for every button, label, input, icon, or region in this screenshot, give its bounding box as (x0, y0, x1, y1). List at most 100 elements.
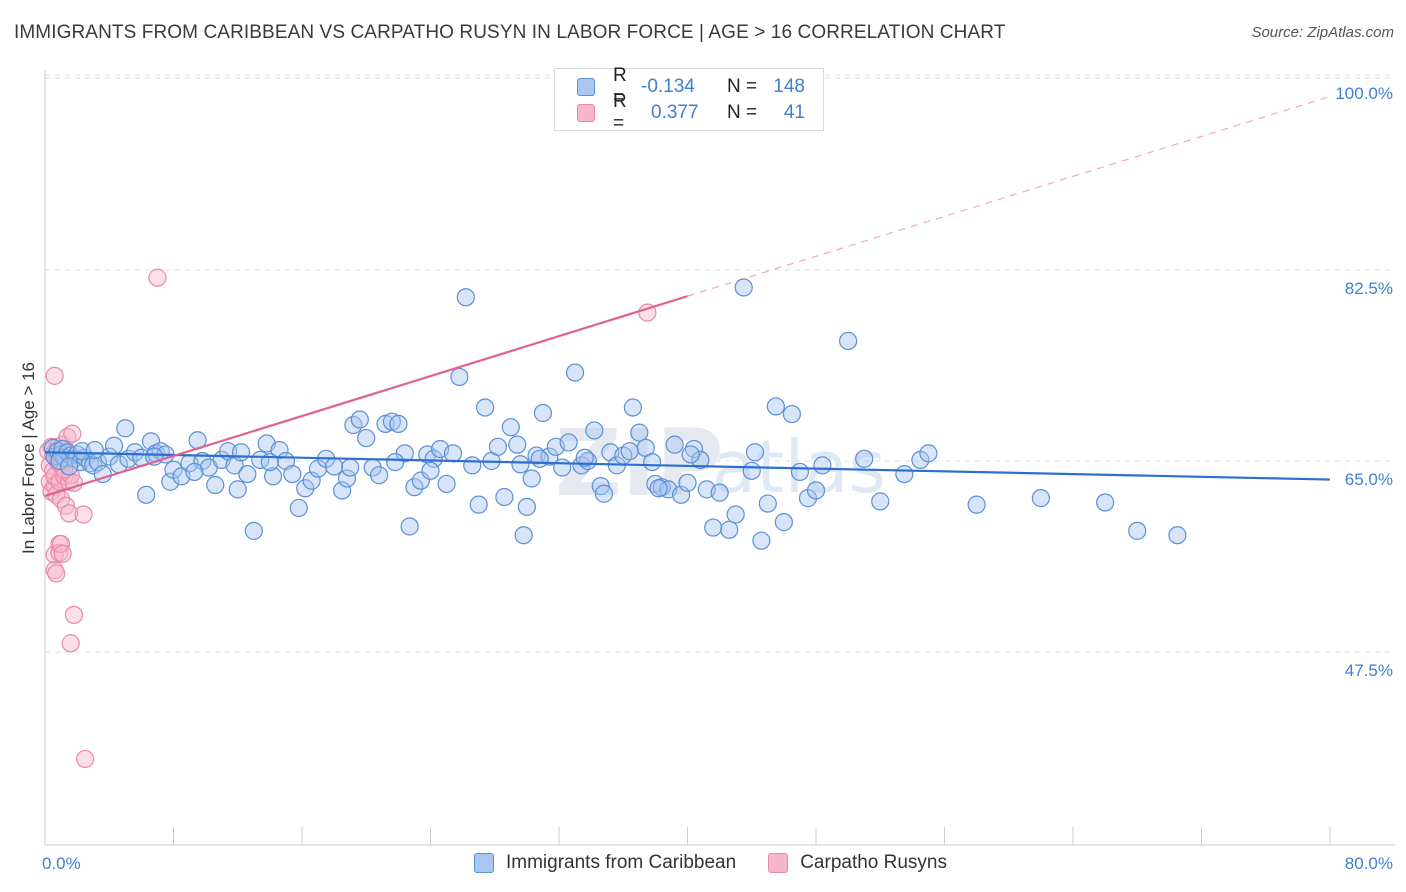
series-legend: Immigrants from Caribbean Carpatho Rusyn… (474, 852, 979, 874)
trend-line-caribbean (44, 451, 1331, 481)
blue-point (678, 473, 697, 492)
blue-point (476, 398, 495, 417)
blue-point (333, 481, 352, 500)
pink-point (61, 634, 80, 653)
blue-point (774, 513, 793, 532)
blue-point (530, 449, 549, 468)
blue-point (1168, 526, 1187, 545)
pink-point (63, 424, 82, 443)
legend-swatch-pink (768, 853, 789, 873)
trend-line-carpatho-extension (687, 95, 1331, 297)
pink-point (58, 427, 77, 447)
legend-swatch-pink (577, 104, 595, 122)
blue-point (649, 479, 668, 498)
blue-point (411, 471, 430, 490)
legend-label-carpatho: Carpatho Rusyns (800, 852, 947, 873)
blue-point (59, 457, 79, 476)
blue-point (206, 475, 225, 495)
legend-n-value: 148 (773, 76, 805, 97)
blue-point (511, 455, 530, 474)
correlation-legend: R = -0.134 N = 148 R = 0.377 N = 41 (554, 65, 824, 134)
legend-item-caribbean[interactable]: Immigrants from Caribbean (474, 852, 736, 874)
blue-point (871, 492, 890, 511)
blue-point (350, 410, 369, 429)
source-label: Source: ZipAtlas.com (1251, 24, 1394, 41)
blue-point (1128, 521, 1147, 540)
blue-point (745, 443, 765, 462)
legend-r-label: R = (613, 65, 627, 108)
blue-point (463, 456, 482, 475)
x-tick-label: 80.0% (1345, 854, 1393, 873)
legend-item-carpatho[interactable]: Carpatho Rusyns (768, 852, 947, 874)
blue-point (720, 520, 739, 539)
legend-r-value: 0.377 (651, 102, 699, 123)
blue-point (116, 419, 135, 438)
blue-point (228, 480, 247, 499)
blue-point (405, 478, 424, 497)
blue-point (681, 445, 700, 464)
blue-point (443, 444, 463, 463)
blue-point (522, 469, 541, 488)
blue-point (296, 479, 315, 498)
blue-point (710, 483, 729, 502)
legend-swatch-blue (474, 853, 494, 873)
legend-n-value: 41 (783, 102, 805, 123)
blue-point (437, 474, 456, 494)
blue-point (553, 458, 572, 477)
y-tick-label: 82.5% (1345, 279, 1393, 298)
blue-point (1031, 489, 1050, 508)
blue-point (185, 462, 204, 482)
blue-point (620, 442, 639, 461)
blue-point (630, 423, 649, 442)
pink-point (64, 605, 84, 624)
blue-point (263, 467, 283, 486)
legend-label-caribbean: Immigrants from Caribbean (506, 852, 737, 873)
blue-point (501, 418, 520, 437)
blue-point (488, 437, 508, 456)
blue-point (623, 398, 642, 417)
blue-point (806, 481, 826, 500)
blue-point (643, 452, 662, 472)
legend-n-label: N = (727, 102, 758, 123)
legend-r-value: -0.134 (641, 76, 695, 97)
y-tick-labels: 47.5% 65.0% 82.5% 100.0% (1335, 84, 1393, 680)
blue-point (594, 484, 614, 503)
blue-point (325, 457, 344, 476)
blue-point (495, 487, 514, 507)
blue-point (389, 414, 408, 433)
blue-point (341, 458, 360, 477)
blue-point (137, 485, 156, 504)
blue-point (231, 443, 251, 462)
blue-point (456, 288, 475, 307)
y-tick-label: 47.5% (1345, 661, 1393, 680)
blue-point (919, 444, 938, 463)
blue-point (839, 331, 858, 351)
blue-point (370, 466, 389, 485)
y-axis-label: In Labor Force | Age > 16 (19, 362, 38, 554)
blue-point (967, 495, 986, 514)
blue-point (704, 518, 723, 537)
blue-point (559, 433, 578, 452)
blue-point (238, 464, 257, 484)
blue-point (469, 495, 488, 514)
blue-point (527, 446, 546, 465)
legend-r-label: R = (613, 91, 627, 134)
blue-point (790, 462, 810, 482)
legend-n-label: N = (727, 76, 758, 97)
blue-point (565, 363, 585, 382)
pink-point (148, 268, 167, 287)
blue-point (855, 449, 874, 468)
blue-point (575, 448, 594, 467)
pink-point (59, 504, 79, 523)
blue-point (895, 464, 914, 484)
blue-point (400, 517, 419, 536)
legend-row-caribbean: R = -0.134 N = 148 (577, 65, 805, 108)
blue-point (337, 469, 357, 488)
watermark: ZIP atlas (555, 410, 886, 517)
blue-point (752, 531, 771, 550)
blue-point (578, 451, 598, 471)
blue-point (517, 497, 536, 516)
series-carpatho-rusyns (39, 268, 657, 769)
blue-point (684, 439, 704, 459)
